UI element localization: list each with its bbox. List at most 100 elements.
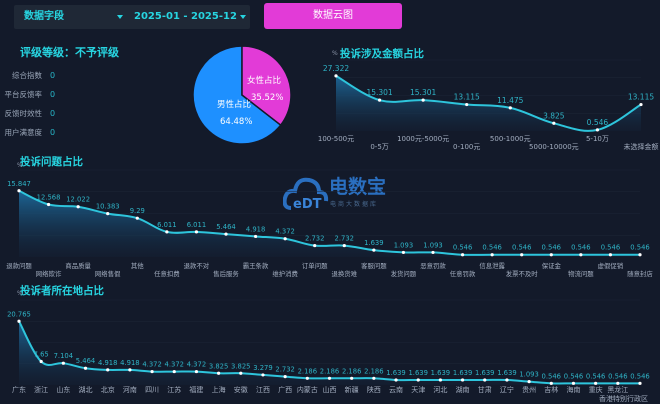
region-point[interactable] (416, 378, 420, 382)
region-data-label: 2.186 (364, 367, 383, 375)
issue-x-tick-label: 保证金 (542, 261, 562, 270)
region-data-label: 3.825 (209, 362, 228, 370)
issue-data-label: 5.464 (216, 223, 235, 231)
issue-point[interactable] (342, 243, 346, 248)
metric-value: 0 (50, 90, 56, 99)
amount-point[interactable] (508, 106, 512, 110)
region-x-tick-label: 湖南 (456, 385, 470, 394)
region-point[interactable] (39, 359, 43, 364)
amount-point[interactable] (421, 98, 425, 102)
issue-point[interactable] (253, 234, 258, 239)
issue-point[interactable] (549, 253, 553, 257)
issue-point[interactable] (490, 253, 494, 257)
region-point[interactable] (616, 381, 620, 385)
region-x-tick-label: 新疆 (345, 385, 359, 394)
metric-value: 0 (50, 128, 56, 137)
region-point[interactable] (194, 369, 199, 374)
issue-point[interactable] (460, 253, 465, 257)
issue-x-tick-label: 网络欺诈 (36, 269, 62, 278)
issue-point[interactable] (17, 189, 21, 193)
region-data-label: 3.279 (253, 364, 272, 372)
region-x-tick-label: 安徽 (234, 385, 248, 394)
region-point[interactable] (61, 361, 65, 365)
region-data-label: 4.372 (142, 361, 161, 369)
date-range-select[interactable]: 2025-01 - 2025-12 (134, 11, 237, 22)
field-select[interactable]: 数据字段 (24, 11, 64, 22)
chevron-down-icon[interactable] (117, 15, 123, 19)
region-x-tick-label: 重庆 (589, 385, 603, 394)
issue-x-tick-label: 其他 (131, 261, 144, 270)
watermark-logo: eDT 电数宝 电商大数据库 (283, 170, 393, 216)
issue-point[interactable] (76, 205, 80, 209)
issue-point[interactable] (401, 250, 406, 255)
region-point[interactable] (283, 375, 287, 379)
issue-chart-title: 投诉问题占比 (20, 156, 83, 168)
region-point[interactable] (83, 366, 88, 370)
region-point[interactable] (483, 378, 487, 382)
issue-point[interactable] (106, 211, 110, 216)
region-x-tick-label: 天津 (411, 386, 425, 394)
region-data-label: 4.372 (187, 361, 206, 369)
issue-point[interactable] (313, 243, 317, 248)
issue-point[interactable] (579, 253, 583, 257)
region-point[interactable] (106, 368, 110, 372)
issue-point[interactable] (194, 230, 199, 234)
region-point[interactable] (438, 378, 442, 382)
issue-point[interactable] (520, 253, 524, 257)
amount-point[interactable] (465, 102, 469, 107)
issue-x-tick-label: 随意封店 (627, 269, 653, 278)
issue-point[interactable] (283, 237, 287, 241)
region-point[interactable] (594, 381, 598, 385)
region-data-label: 1.639 (408, 369, 427, 377)
amount-point[interactable] (552, 121, 556, 125)
issue-point[interactable] (372, 248, 376, 252)
region-point[interactable] (217, 371, 221, 375)
pie-slice-female (241, 45, 292, 127)
region-data-label: 2.186 (320, 367, 339, 375)
issue-point[interactable] (46, 202, 51, 207)
amount-point[interactable] (639, 102, 643, 107)
region-x-tick-label: 云南 (389, 385, 403, 394)
issue-x-tick-label: 任意罚款 (450, 269, 476, 278)
region-point[interactable] (261, 373, 265, 377)
region-point[interactable] (394, 378, 398, 382)
region-point[interactable] (549, 381, 553, 385)
issue-point[interactable] (608, 253, 613, 257)
issue-point[interactable] (431, 250, 435, 255)
region-data-label: 0.546 (586, 372, 605, 380)
data-cloud-button[interactable]: 数据云图 (264, 3, 402, 29)
region-data-label: 0.546 (564, 372, 583, 380)
issue-point[interactable] (165, 230, 169, 234)
metric-label: 综合指数 (12, 71, 42, 80)
svg-text:eDT: eDT (293, 197, 322, 212)
region-point[interactable] (350, 376, 354, 380)
amount-x-tick-label: 1000元-5000元 (397, 135, 449, 143)
issue-point[interactable] (135, 216, 139, 220)
region-point[interactable] (17, 319, 21, 323)
region-point[interactable] (638, 381, 642, 385)
issue-x-tick-label: 信息泄露 (479, 261, 505, 270)
region-point[interactable] (505, 378, 509, 382)
region-data-label: 2.732 (275, 366, 294, 374)
region-point[interactable] (460, 378, 465, 382)
region-point[interactable] (372, 376, 376, 380)
region-point[interactable] (571, 381, 576, 385)
issue-point[interactable] (224, 232, 228, 236)
amount-data-label: 13.115 (454, 93, 480, 102)
amount-point[interactable] (377, 98, 382, 102)
pie-value-female: 35.52% (251, 93, 283, 103)
amount-point[interactable] (334, 74, 338, 78)
region-point[interactable] (305, 376, 309, 380)
region-point[interactable] (239, 371, 243, 375)
amount-point[interactable] (595, 128, 600, 132)
region-point[interactable] (128, 368, 132, 372)
chevron-down-icon[interactable] (240, 15, 246, 19)
amount-data-label: 15.301 (366, 88, 392, 97)
region-x-tick-label: 四川 (145, 386, 159, 394)
issue-point[interactable] (638, 253, 642, 257)
region-point[interactable] (327, 376, 332, 380)
region-point[interactable] (172, 369, 176, 374)
issue-data-label: 1.093 (394, 241, 413, 249)
region-point[interactable] (527, 380, 531, 384)
region-point[interactable] (150, 369, 154, 374)
